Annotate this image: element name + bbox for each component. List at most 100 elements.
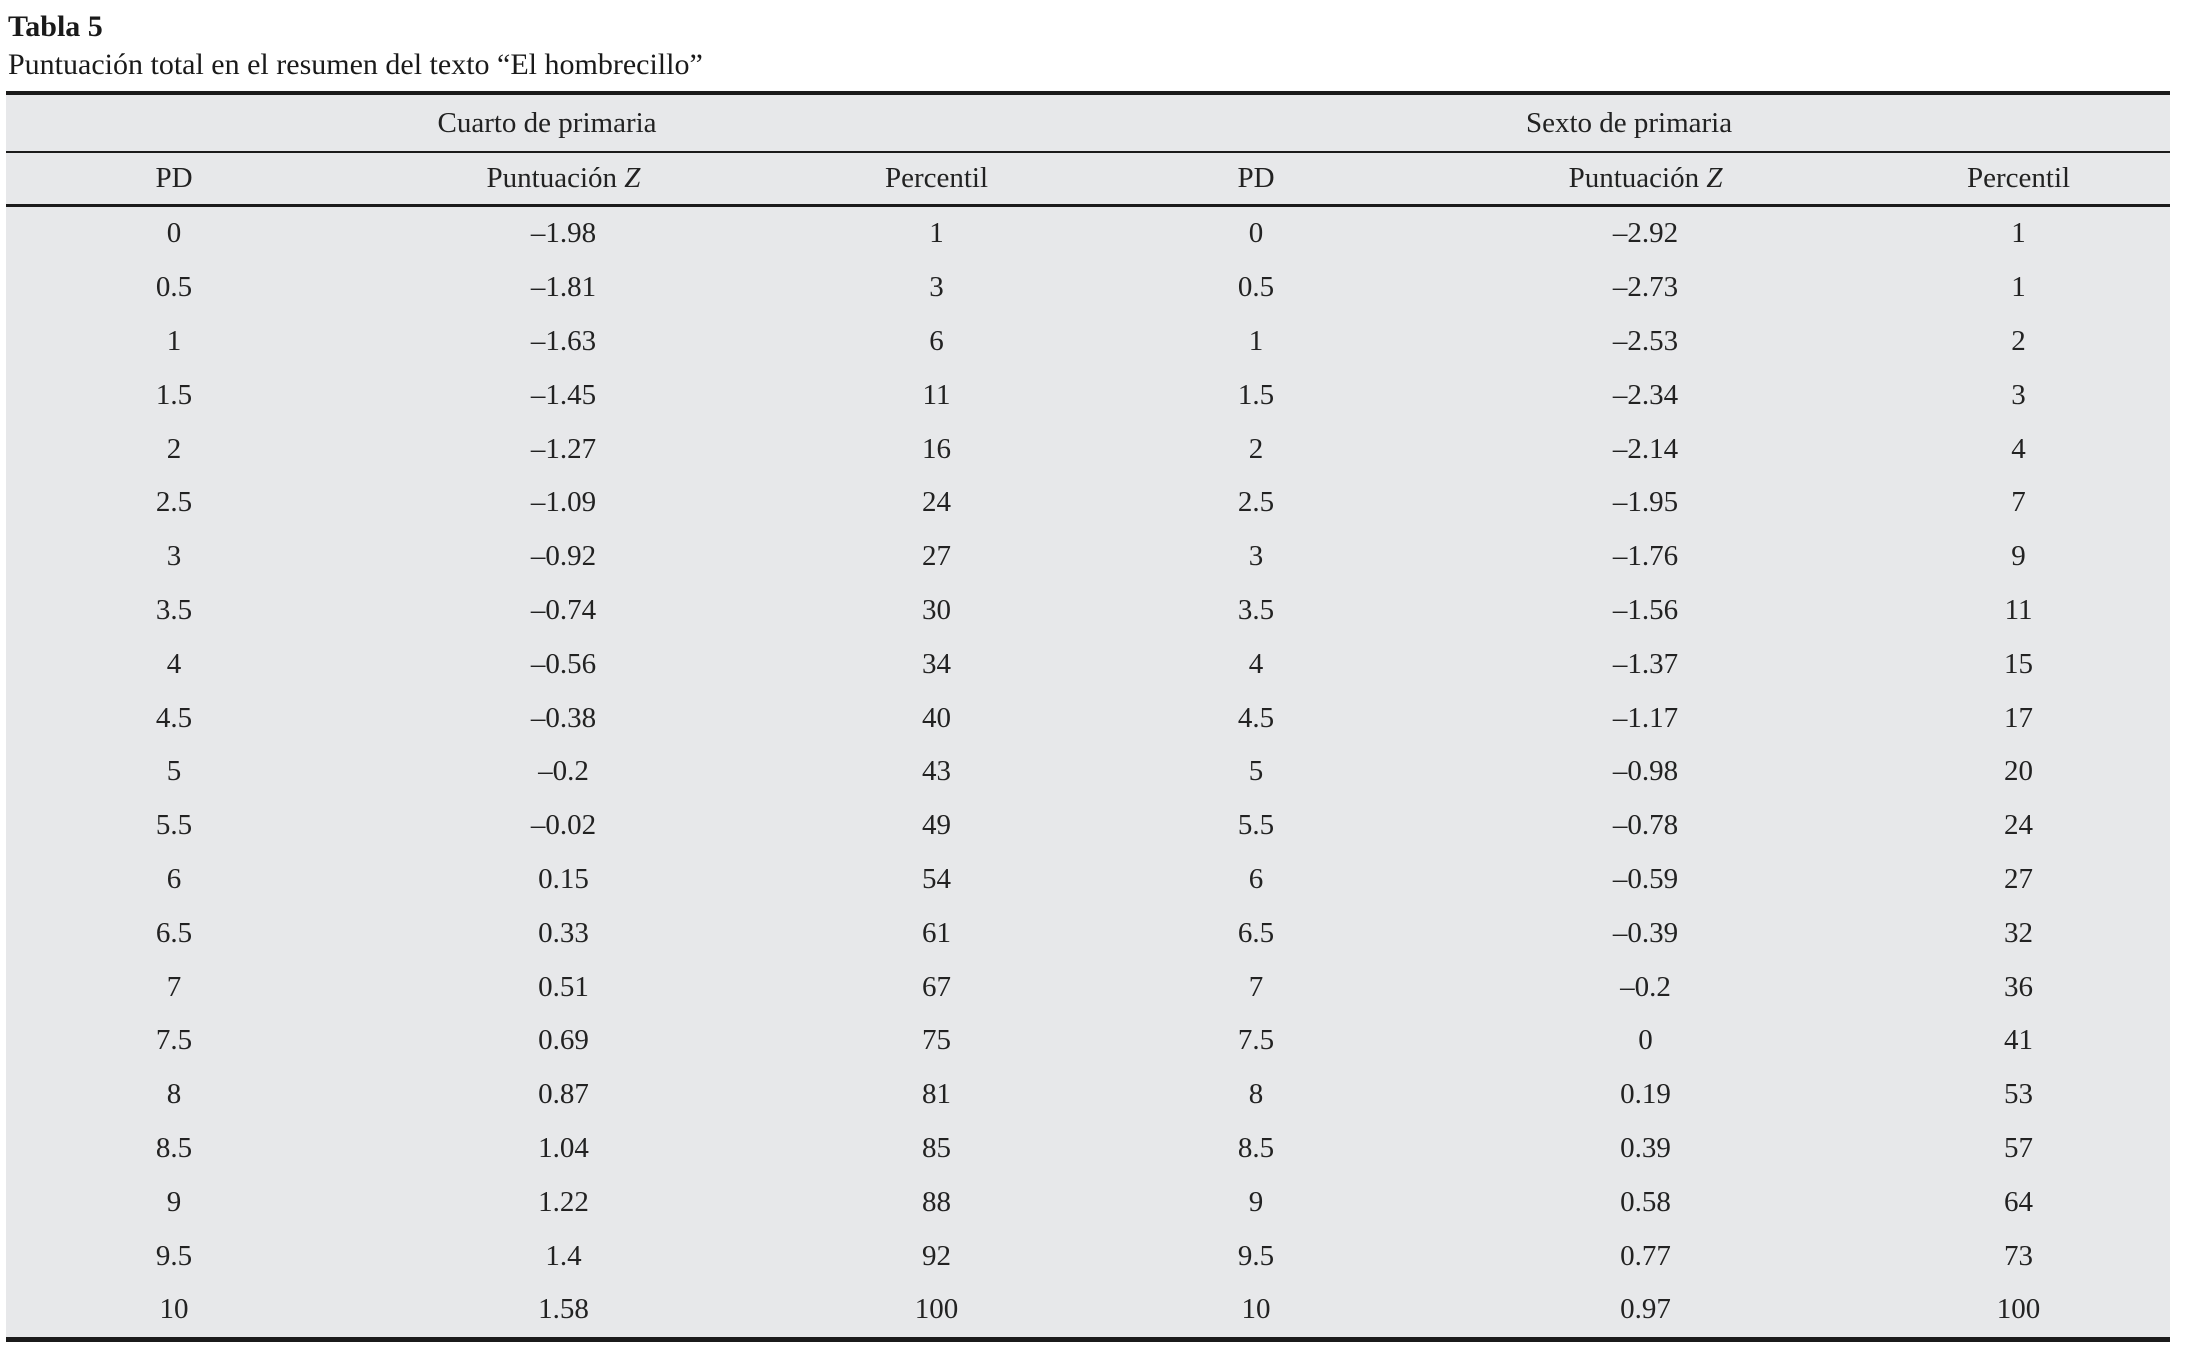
cell-pd-group2: 4	[1248, 647, 1264, 680]
cell-percentil-group1: 92	[922, 1239, 952, 1272]
cell-pd-group1: 0.5	[155, 271, 193, 304]
cell-z-group2: 0.77	[1620, 1239, 1671, 1272]
group-header-cuarto: Cuarto de primaria	[6, 93, 1089, 153]
cell-percentil-group1: 49	[922, 809, 952, 842]
cell-percentil-group1: 27	[922, 540, 952, 573]
cell-pd-group1: 1	[166, 324, 182, 357]
table-row: 0.5 –1.81 3 0.5 –2.73 1	[6, 261, 2170, 315]
cell-percentil-group1: 81	[922, 1078, 952, 1111]
cell-percentil-group2: 41	[2004, 1024, 2034, 1057]
cell-pd-group1: 10	[159, 1293, 189, 1326]
cell-z-group1: –1.09	[530, 486, 597, 519]
cell-percentil-group2: 1	[2011, 271, 2026, 304]
table-label: Tabla 5	[8, 10, 103, 43]
cell-z-group2: –0.39	[1612, 916, 1679, 949]
norms-table: Cuarto de primaria Sexto de primaria PD P…	[6, 91, 2171, 1342]
group-header-sexto: Sexto de primaria	[1088, 93, 2171, 153]
cell-percentil-group2: 32	[2004, 916, 2034, 949]
cell-z-group1: –0.92	[530, 540, 597, 573]
cell-z-group2: –0.59	[1612, 862, 1679, 895]
table-row: 3 –0.92 27 3 –1.76 9	[6, 530, 2170, 584]
cell-pd-group1: 5.5	[155, 809, 193, 842]
cell-z-group1: –1.98	[530, 217, 597, 250]
cell-percentil-group2: 20	[2004, 755, 2034, 788]
cell-percentil-group1: 1	[929, 217, 944, 250]
cell-pd-group2: 4.5	[1237, 701, 1275, 734]
table-row: 1 –1.63 6 1 –2.53 2	[6, 315, 2170, 369]
col-header-z-group1: Puntuación Z	[342, 152, 785, 207]
cell-z-group2: –0.98	[1612, 755, 1679, 788]
cell-pd-group1: 6.5	[155, 916, 193, 949]
cell-pd-group2: 0	[1248, 217, 1264, 250]
cell-pd-group1: 7	[166, 970, 182, 1003]
cell-pd-group1: 2	[166, 432, 182, 465]
cell-pd-group1: 2.5	[155, 486, 193, 519]
cell-pd-group2: 9	[1248, 1185, 1264, 1218]
cell-pd-group1: 8	[166, 1078, 182, 1111]
table-row: 10 1.58 100 10 0.97 100	[6, 1283, 2170, 1339]
table-row: 4.5 –0.38 40 4.5 –1.17 17	[6, 691, 2170, 745]
cell-pd-group2: 5	[1248, 755, 1264, 788]
cell-z-group2: 0.58	[1620, 1185, 1671, 1218]
cell-pd-group2: 0.5	[1237, 271, 1275, 304]
cell-z-group1: –1.81	[530, 271, 597, 304]
cell-z-group2: –1.56	[1612, 593, 1679, 626]
cell-pd-group2: 10	[1241, 1293, 1271, 1326]
cell-z-group2: 0.97	[1620, 1293, 1671, 1326]
col-header-z-group2: Puntuación Z	[1424, 152, 1868, 207]
cell-z-group1: –1.27	[530, 432, 597, 465]
cell-z-group2: –2.92	[1612, 217, 1679, 250]
cell-percentil-group1: 100	[914, 1293, 959, 1326]
cell-pd-group1: 5	[166, 755, 182, 788]
table-caption: Puntuación total en el resumen del texto…	[8, 48, 703, 81]
cell-z-group1: 0.15	[538, 862, 589, 895]
col-header-pd-group1: PD	[6, 152, 342, 207]
cell-percentil-group2: 73	[2004, 1239, 2034, 1272]
cell-z-group1: 0.33	[538, 916, 589, 949]
cell-pd-group2: 2.5	[1237, 486, 1275, 519]
cell-percentil-group1: 34	[922, 647, 952, 680]
table-row: 1.5 –1.45 11 1.5 –2.34 3	[6, 368, 2170, 422]
cell-pd-group1: 9.5	[155, 1239, 193, 1272]
cell-z-group2: 0.39	[1620, 1131, 1671, 1164]
cell-percentil-group1: 85	[922, 1131, 952, 1164]
table-row: 2 –1.27 16 2 –2.14 4	[6, 422, 2170, 476]
cell-pd-group2: 8	[1248, 1078, 1264, 1111]
table-row: 6 0.15 54 6 –0.59 27	[6, 853, 2170, 907]
cell-percentil-group1: 11	[922, 378, 951, 411]
cell-percentil-group2: 3	[2011, 378, 2026, 411]
cell-percentil-group2: 7	[2011, 486, 2026, 519]
cell-z-group1: 1.04	[538, 1131, 589, 1164]
cell-z-group1: –1.45	[530, 378, 597, 411]
cell-z-group1: –0.56	[530, 647, 597, 680]
cell-percentil-group2: 11	[2004, 593, 2033, 626]
cell-percentil-group1: 61	[922, 916, 952, 949]
cell-z-group1: 1.4	[545, 1239, 582, 1272]
cell-percentil-group1: 3	[929, 271, 944, 304]
table-row: 7.5 0.69 75 7.5 0 41	[6, 1014, 2170, 1068]
cell-percentil-group2: 64	[2004, 1185, 2034, 1218]
cell-z-group1: –0.74	[530, 593, 597, 626]
column-header-row: PD Puntuación Z Percentil PD Puntuación Z Per…	[6, 152, 2171, 207]
cell-pd-group1: 4.5	[155, 701, 193, 734]
cell-pd-group2: 1.5	[1237, 378, 1275, 411]
cell-z-group2: –0.2	[1620, 970, 1671, 1003]
cell-percentil-group1: 54	[922, 862, 952, 895]
cell-percentil-group2: 1	[2011, 217, 2026, 250]
cell-percentil-group1: 30	[922, 593, 952, 626]
cell-z-group2: –2.34	[1612, 378, 1679, 411]
group-header-row: Cuarto de primaria Sexto de primaria	[6, 93, 2171, 153]
cell-pd-group1: 7.5	[155, 1024, 193, 1057]
table-row: 9.5 1.4 92 9.5 0.77 73	[6, 1229, 2170, 1283]
col-header-percentil-group1: Percentil	[785, 152, 1089, 207]
cell-percentil-group1: 6	[929, 324, 944, 357]
cell-pd-group2: 6.5	[1237, 916, 1275, 949]
cell-pd-group1: 3.5	[155, 593, 193, 626]
cell-pd-group2: 9.5	[1237, 1239, 1275, 1272]
cell-z-group2: –1.95	[1612, 486, 1679, 519]
cell-pd-group1: 1.5	[155, 378, 193, 411]
cell-percentil-group2: 9	[2011, 540, 2026, 573]
cell-percentil-group1: 16	[922, 432, 952, 465]
cell-z-group2: –0.78	[1612, 809, 1679, 842]
cell-percentil-group2: 36	[2004, 970, 2034, 1003]
